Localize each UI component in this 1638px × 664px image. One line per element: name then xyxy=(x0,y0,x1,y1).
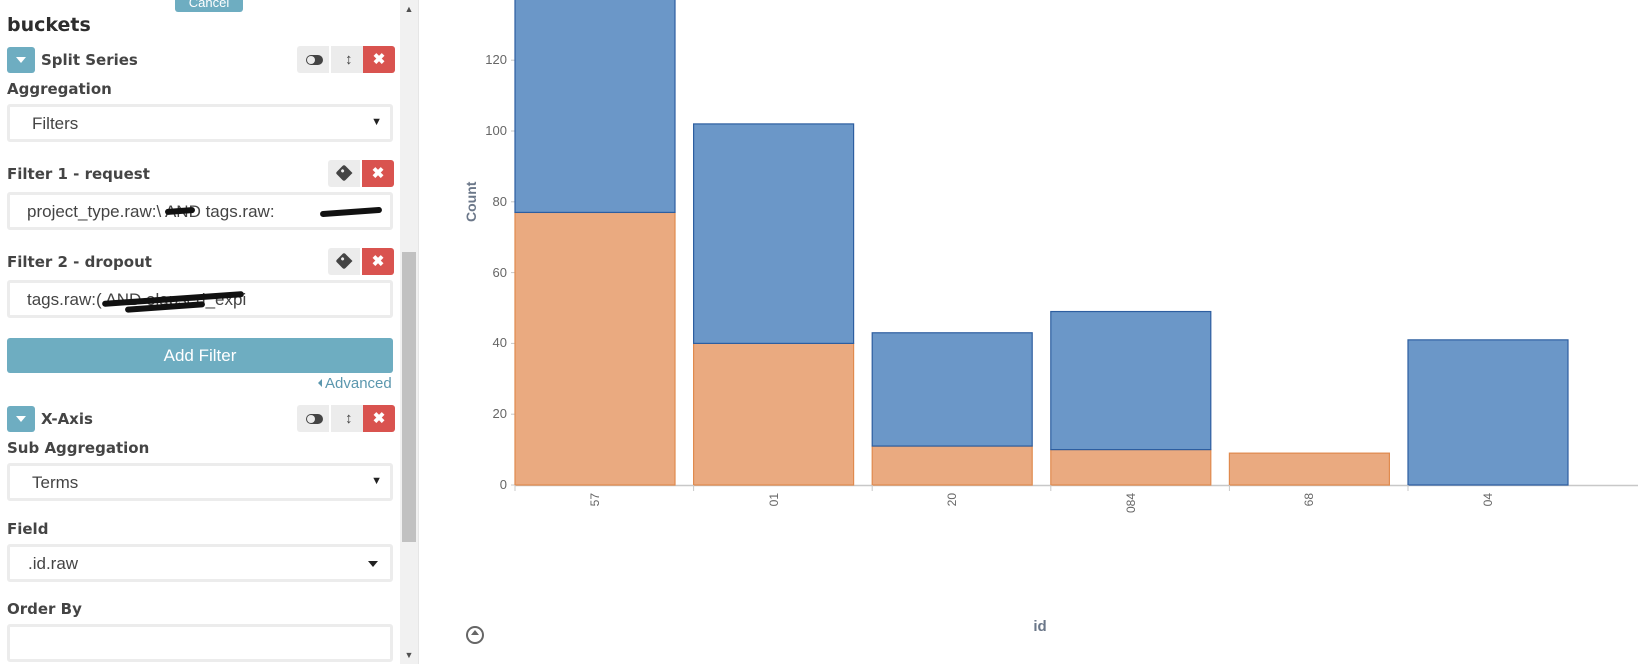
caret-down-icon xyxy=(16,416,26,422)
x-axis-collapse-button[interactable] xyxy=(7,406,35,432)
chevron-up-circle-icon[interactable] xyxy=(466,626,484,644)
filter-2-input[interactable]: tags.raw:( AND elapsed_expi xyxy=(7,280,393,318)
close-icon: ✖ xyxy=(372,51,386,68)
bar-084-series-1[interactable] xyxy=(1050,310,1212,451)
scroll-up-icon[interactable]: ▲ xyxy=(404,4,414,14)
chevron-down-icon: ▼ xyxy=(371,475,382,487)
sidebar-scrollbar[interactable]: ▲ ▼ xyxy=(400,0,418,664)
bar-57-series-1[interactable] xyxy=(514,0,676,214)
split-series-title: Split Series xyxy=(41,51,138,69)
arrows-vertical-icon: ↕ xyxy=(345,51,353,68)
close-icon: ✖ xyxy=(372,410,386,427)
caret-down-icon xyxy=(16,57,26,63)
scroll-down-icon[interactable]: ▼ xyxy=(404,650,414,660)
order-by-label: Order By xyxy=(7,600,82,618)
order-by-select[interactable] xyxy=(7,624,393,662)
aggregation-label: Aggregation xyxy=(7,80,112,98)
filter-1-input[interactable]: project_type.raw:\ AND tags.raw: xyxy=(7,192,393,230)
field-select[interactable]: .id.raw xyxy=(7,544,393,582)
split-series-remove-button[interactable]: ✖ xyxy=(363,46,395,73)
y-tick-label: 120 xyxy=(485,52,507,68)
filter-1-remove-button[interactable]: ✖ xyxy=(362,160,394,187)
x-tick-label: 01 xyxy=(766,493,781,507)
x-tick-label: 084 xyxy=(1123,493,1138,514)
bar-01-series-1[interactable] xyxy=(693,123,855,344)
redaction-mark xyxy=(319,206,383,218)
sidebar-content: Cancel buckets Split Series ↕ ✖ Aggregat… xyxy=(0,0,418,664)
x-tick-label: 04 xyxy=(1481,493,1495,507)
editor-sidebar: Cancel buckets Split Series ↕ ✖ Aggregat… xyxy=(0,0,418,664)
advanced-link-label: Advanced xyxy=(325,375,392,392)
y-tick-label: 100 xyxy=(485,123,507,138)
filter-2-remove-button[interactable]: ✖ xyxy=(362,248,394,275)
arrows-vertical-icon: ↕ xyxy=(345,410,353,427)
x-axis-toggle-button[interactable] xyxy=(297,405,329,432)
chevron-down-icon: ▼ xyxy=(371,116,382,128)
filter-2-label-button[interactable] xyxy=(328,248,360,275)
sub-aggregation-select[interactable]: Terms ▼ xyxy=(7,463,393,501)
filter-1-input-value: project_type.raw:\ AND tags.raw: xyxy=(27,202,275,221)
y-tick-label: 60 xyxy=(492,264,507,280)
filter-1-label: Filter 1 - request xyxy=(7,165,150,183)
x-axis-remove-button[interactable]: ✖ xyxy=(363,405,395,432)
chart-area: Count 0 20 40 60 80 100 120 57 01 20 084 68 04 id xyxy=(437,0,1638,664)
toggle-icon xyxy=(306,414,323,424)
x-axis-reorder-button[interactable]: ↕ xyxy=(331,405,363,432)
toggle-icon xyxy=(306,55,323,65)
tag-icon xyxy=(335,252,353,270)
aggregation-select[interactable]: Filters ▼ xyxy=(7,104,393,142)
close-icon: ✖ xyxy=(371,253,385,270)
advanced-link[interactable]: Advanced xyxy=(318,375,392,392)
x-tick-label: 20 xyxy=(945,493,960,507)
split-series-header: Split Series ↕ ✖ xyxy=(7,46,411,74)
bar-084-series-0[interactable] xyxy=(1050,449,1212,486)
filter-1-label-button[interactable] xyxy=(328,160,360,187)
bar-20-series-0[interactable] xyxy=(871,445,1033,486)
field-label: Field xyxy=(7,520,49,538)
aggregation-select-value: Filters xyxy=(32,114,79,133)
bar-20-series-1[interactable] xyxy=(871,332,1033,447)
tag-icon xyxy=(335,164,353,182)
caret-left-icon xyxy=(318,379,322,387)
x-axis-title: id xyxy=(1033,618,1047,635)
x-tick-label: 57 xyxy=(588,493,602,507)
split-series-toggle-button[interactable] xyxy=(297,46,329,73)
sub-aggregation-label: Sub Aggregation xyxy=(7,439,150,457)
bar-57-series-0[interactable] xyxy=(514,211,676,486)
y-tick-label: 0 xyxy=(499,477,507,492)
scrollbar-thumb[interactable] xyxy=(402,252,416,542)
field-select-value: .id.raw xyxy=(28,554,79,573)
sub-aggregation-select-value: Terms xyxy=(32,473,79,492)
split-series-reorder-button[interactable]: ↕ xyxy=(331,46,363,73)
bar-01-series-0[interactable] xyxy=(693,342,855,486)
close-icon: ✖ xyxy=(371,165,385,182)
y-tick-label: 40 xyxy=(492,335,507,351)
y-tick-label: 80 xyxy=(492,193,507,209)
panel-divider xyxy=(418,0,419,664)
split-series-collapse-button[interactable] xyxy=(7,47,35,73)
bar-chart xyxy=(511,0,1638,491)
x-axis-title: X-Axis xyxy=(41,410,93,428)
filter-2-label: Filter 2 - dropout xyxy=(7,253,152,271)
cancel-button[interactable]: Cancel xyxy=(175,0,243,12)
x-axis-header: X-Axis ↕ ✖ xyxy=(7,405,411,433)
add-filter-button[interactable]: Add Filter xyxy=(7,338,393,373)
caret-down-icon xyxy=(368,561,378,567)
bar-68-series-0[interactable] xyxy=(1228,452,1391,486)
bar-04-series-1[interactable] xyxy=(1407,339,1569,486)
x-tick-label: 68 xyxy=(1302,493,1317,507)
y-tick-label: 20 xyxy=(492,406,507,422)
section-title: buckets xyxy=(7,14,91,36)
